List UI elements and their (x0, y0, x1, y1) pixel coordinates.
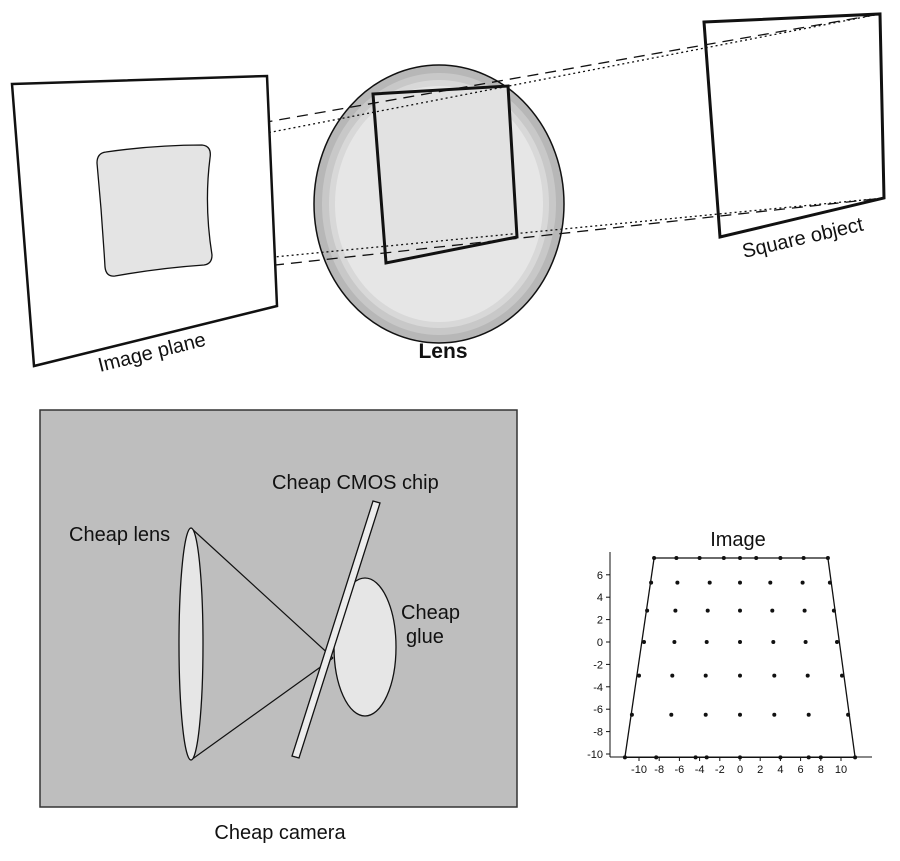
grid-point (801, 556, 806, 560)
y-tick-label: -4 (593, 682, 603, 694)
grid-point (693, 755, 698, 760)
grid-point (806, 712, 811, 717)
grid-point (637, 673, 641, 678)
grid-point (704, 640, 709, 644)
grid-point (738, 608, 742, 613)
grid-point (772, 673, 777, 678)
camera-caption: Cheap camera (214, 822, 346, 844)
grid-point (649, 580, 654, 585)
grid-point (738, 712, 742, 717)
grid-point (703, 673, 708, 678)
x-tick-label: -8 (654, 764, 664, 776)
grid-point (802, 608, 807, 613)
grid-point (707, 580, 712, 585)
grid-point (738, 673, 742, 678)
y-tick-label: -10 (587, 749, 603, 761)
grid-point (818, 755, 823, 760)
grid-point (778, 556, 783, 560)
grid-point (778, 755, 783, 760)
image-outline (624, 557, 856, 759)
distorted-image (96, 144, 213, 277)
x-tick-label: -2 (715, 764, 725, 776)
image-plane: Image plane (10, 74, 279, 377)
y-tick-label: 4 (597, 592, 603, 604)
grid-point (770, 608, 775, 613)
lens (313, 64, 565, 344)
grid-point (642, 640, 646, 644)
grid-point (738, 580, 742, 585)
y-tick-label: 0 (597, 637, 603, 649)
grid-point (652, 556, 657, 560)
grid-point (846, 712, 851, 717)
y-tick-label: 6 (597, 570, 603, 582)
camera-diagram: Cheap CMOS chip Cheap lens Cheap glue Ch… (39, 409, 518, 844)
grid-point (825, 556, 830, 560)
grid-point (803, 640, 808, 644)
x-tick-label: 6 (798, 764, 804, 776)
x-tick-group: -10 -8 -6 -4 -2 0 2 4 6 8 10 (631, 757, 847, 776)
x-tick-label: 2 (757, 764, 763, 776)
grid-points (622, 556, 858, 760)
grid-point (670, 673, 675, 678)
grid-point (672, 640, 677, 644)
cheap-lens-label: Cheap lens (69, 524, 170, 546)
cmos-chip-label: Cheap CMOS chip (272, 472, 439, 494)
y-tick-label: -8 (593, 727, 603, 739)
grid-point (703, 712, 708, 717)
square-object-label: Square object (740, 214, 866, 263)
ray-dotted-top (209, 13, 881, 145)
cheap-glue-label-line2: glue (406, 626, 444, 648)
top-diagram: Image plane Square object Lens (10, 12, 886, 377)
y-tick-label: 2 (597, 615, 603, 627)
grid-point (768, 580, 773, 585)
cheap-glue-label-line1: Cheap (401, 602, 460, 624)
light-cone (190, 527, 334, 761)
y-tick-group: 6 4 2 0 -2 -4 -6 -8 -10 (587, 570, 610, 761)
grid-point (697, 556, 702, 560)
x-tick-label: 4 (777, 764, 783, 776)
grid-point (629, 712, 634, 717)
grid-point (669, 712, 674, 717)
image-plot: Image 6 4 2 0 -2 -4 -6 -8 -10 -10 -8 -6 -4 -2 0 2 4 6 8 10 (587, 529, 872, 776)
grid-point (738, 755, 742, 760)
x-tick-label: -4 (695, 764, 705, 776)
y-tick-label: -2 (593, 659, 603, 671)
x-tick-label: 10 (835, 764, 847, 776)
grid-point (754, 556, 759, 560)
grid-point (853, 755, 858, 760)
grid-point (721, 556, 726, 560)
x-tick-label: -6 (675, 764, 685, 776)
square-object: Square object (702, 12, 886, 263)
grid-point (738, 640, 742, 644)
square-object-frame (702, 12, 886, 239)
x-tick-label: -10 (631, 764, 647, 776)
grid-point (827, 580, 832, 585)
grid-point (840, 673, 844, 678)
grid-point (673, 608, 678, 613)
grid-point (622, 755, 627, 760)
x-tick-label: 8 (818, 764, 824, 776)
grid-point (835, 640, 839, 644)
lens-square-projection (371, 84, 519, 265)
grid-point (831, 608, 836, 613)
grid-point (805, 673, 810, 678)
grid-point (654, 755, 659, 760)
grid-point (704, 755, 709, 760)
x-tick-label: 0 (737, 764, 743, 776)
cmos-chip (291, 500, 381, 759)
grid-point (772, 712, 777, 717)
grid-point (771, 640, 776, 644)
grid-point (675, 580, 680, 585)
grid-point (806, 755, 811, 760)
grid-point (674, 556, 679, 560)
grid-point (738, 556, 742, 560)
plot-title: Image (710, 529, 766, 551)
grid-point (645, 608, 650, 613)
cheap-lens-shape (178, 527, 204, 761)
lens-label: Lens (418, 340, 467, 363)
grid-point (800, 580, 805, 585)
grid-point (705, 608, 710, 613)
y-tick-label: -6 (593, 704, 603, 716)
